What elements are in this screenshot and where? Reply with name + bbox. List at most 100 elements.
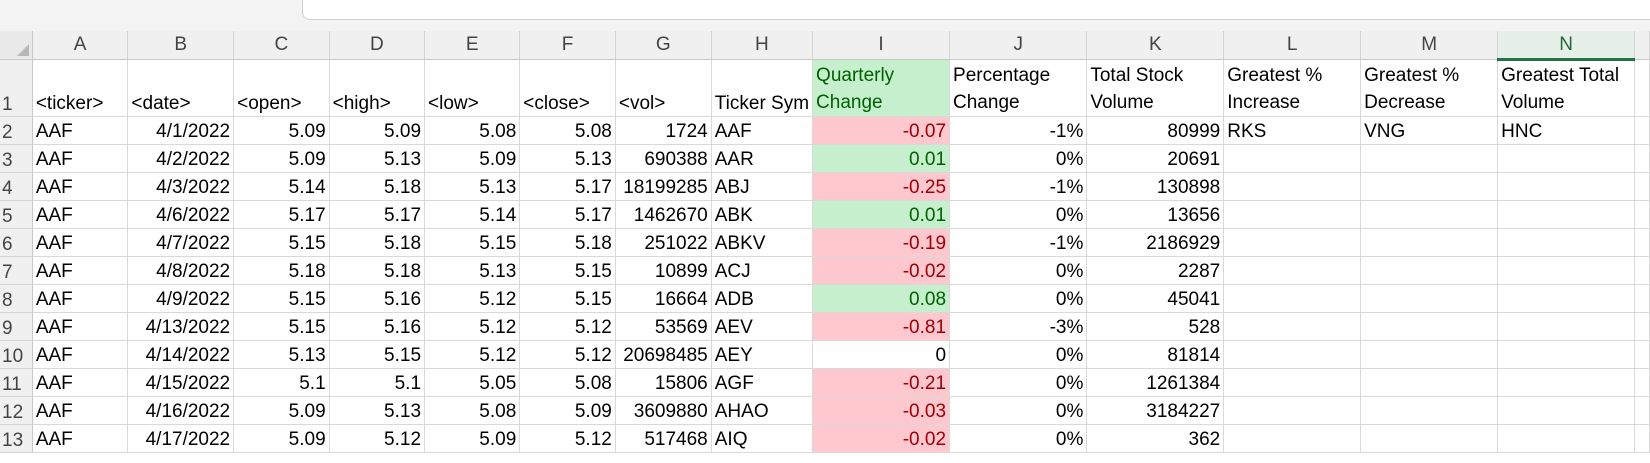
high-cell[interactable]: 5.15 (329, 340, 426, 369)
open-cell[interactable]: 5.09 (233, 396, 330, 425)
low-cell[interactable]: 5.12 (424, 312, 521, 341)
row-header[interactable]: 9 (0, 312, 33, 341)
low-cell[interactable]: 5.12 (424, 340, 521, 369)
ticker-cell[interactable]: AAF (32, 116, 129, 145)
close-cell[interactable]: 5.09 (519, 396, 616, 425)
header-close-cell[interactable]: <close> (519, 59, 616, 117)
greatest-total-volume-cell[interactable] (1497, 228, 1636, 257)
greatest-decrease-cell[interactable] (1360, 340, 1499, 369)
ticker-cell[interactable]: AAF (32, 396, 129, 425)
column-header-l[interactable]: L (1223, 31, 1362, 60)
ticker-symbol-cell[interactable]: AHAO (711, 396, 814, 425)
percentage-change-cell[interactable]: 0% (949, 396, 1088, 425)
quarterly-change-cell[interactable]: -0.03 (812, 396, 951, 425)
date-cell[interactable]: 4/17/2022 (127, 424, 235, 453)
column-header-b[interactable]: B (127, 31, 235, 60)
row-header[interactable]: 12 (0, 396, 33, 425)
quarterly-change-cell[interactable]: 0.01 (812, 144, 951, 173)
header-ticker-cell[interactable]: <ticker> (32, 59, 129, 117)
greatest-decrease-cell[interactable] (1360, 424, 1499, 453)
header-quarterly-change-cell[interactable]: Quarterly Change (812, 59, 951, 117)
greatest-decrease-cell[interactable]: VNG (1360, 116, 1499, 145)
quarterly-change-cell[interactable]: 0 (812, 340, 951, 369)
row-header[interactable]: 8 (0, 284, 33, 313)
percentage-change-cell[interactable]: -1% (949, 228, 1088, 257)
open-cell[interactable]: 5.15 (233, 284, 330, 313)
close-cell[interactable]: 5.15 (519, 284, 616, 313)
ticker-symbol-cell[interactable]: ABKV (711, 228, 814, 257)
vol-cell[interactable]: 251022 (615, 228, 712, 257)
greatest-total-volume-cell[interactable] (1497, 396, 1636, 425)
header-date-cell[interactable]: <date> (127, 59, 235, 117)
quarterly-change-cell[interactable]: -0.02 (812, 256, 951, 285)
close-cell[interactable]: 5.15 (519, 256, 616, 285)
greatest-increase-cell[interactable] (1223, 312, 1362, 341)
vol-cell[interactable]: 16664 (615, 284, 712, 313)
greatest-increase-cell[interactable] (1223, 424, 1362, 453)
vol-cell[interactable]: 517468 (615, 424, 712, 453)
total-stock-volume-cell[interactable]: 20691 (1086, 144, 1225, 173)
date-cell[interactable]: 4/9/2022 (127, 284, 235, 313)
high-cell[interactable]: 5.17 (329, 200, 426, 229)
quarterly-change-cell[interactable]: -0.02 (812, 424, 951, 453)
column-header-g[interactable]: G (615, 31, 712, 60)
high-cell[interactable]: 5.18 (329, 172, 426, 201)
high-cell[interactable]: 5.18 (329, 256, 426, 285)
close-cell[interactable]: 5.17 (519, 200, 616, 229)
header-greatest-increase-cell[interactable]: Greatest % Increase (1223, 59, 1362, 117)
vol-cell[interactable]: 18199285 (615, 172, 712, 201)
greatest-decrease-cell[interactable] (1360, 284, 1499, 313)
greatest-decrease-cell[interactable] (1360, 312, 1499, 341)
close-cell[interactable]: 5.08 (519, 116, 616, 145)
greatest-increase-cell[interactable] (1223, 200, 1362, 229)
greatest-increase-cell[interactable]: RKS (1223, 116, 1362, 145)
vol-cell[interactable]: 1462670 (615, 200, 712, 229)
percentage-change-cell[interactable]: -3% (949, 312, 1088, 341)
quarterly-change-cell[interactable]: 0.01 (812, 200, 951, 229)
row-header[interactable]: 7 (0, 256, 33, 285)
quarterly-change-cell[interactable]: -0.81 (812, 312, 951, 341)
header-high-cell[interactable]: <high> (329, 59, 426, 117)
header-vol-cell[interactable]: <vol> (615, 59, 712, 117)
high-cell[interactable]: 5.13 (329, 144, 426, 173)
date-cell[interactable]: 4/7/2022 (127, 228, 235, 257)
open-cell[interactable]: 5.09 (233, 116, 330, 145)
low-cell[interactable]: 5.15 (424, 228, 521, 257)
high-cell[interactable]: 5.18 (329, 228, 426, 257)
vol-cell[interactable]: 15806 (615, 368, 712, 397)
ticker-symbol-cell[interactable]: AAR (711, 144, 814, 173)
header-total-stock-volume-cell[interactable]: Total Stock Volume (1086, 59, 1225, 117)
low-cell[interactable]: 5.14 (424, 200, 521, 229)
date-cell[interactable]: 4/3/2022 (127, 172, 235, 201)
ticker-symbol-cell[interactable]: ABJ (711, 172, 814, 201)
greatest-total-volume-cell[interactable] (1497, 424, 1636, 453)
greatest-increase-cell[interactable] (1223, 144, 1362, 173)
header-ticker-symbol-cell[interactable]: Ticker Sym (711, 59, 814, 117)
quarterly-change-cell[interactable]: 0.08 (812, 284, 951, 313)
quarterly-change-cell[interactable]: -0.07 (812, 116, 951, 145)
row-header[interactable]: 10 (0, 340, 33, 369)
open-cell[interactable]: 5.15 (233, 312, 330, 341)
high-cell[interactable]: 5.1 (329, 368, 426, 397)
close-cell[interactable]: 5.18 (519, 228, 616, 257)
low-cell[interactable]: 5.05 (424, 368, 521, 397)
date-cell[interactable]: 4/2/2022 (127, 144, 235, 173)
low-cell[interactable]: 5.13 (424, 172, 521, 201)
total-stock-volume-cell[interactable]: 362 (1086, 424, 1225, 453)
total-stock-volume-cell[interactable]: 2287 (1086, 256, 1225, 285)
row-header[interactable]: 4 (0, 172, 33, 201)
ticker-symbol-cell[interactable]: ADB (711, 284, 814, 313)
greatest-decrease-cell[interactable] (1360, 256, 1499, 285)
open-cell[interactable]: 5.1 (233, 368, 330, 397)
greatest-total-volume-cell[interactable] (1497, 172, 1636, 201)
ticker-cell[interactable]: AAF (32, 284, 129, 313)
total-stock-volume-cell[interactable]: 45041 (1086, 284, 1225, 313)
header-open-cell[interactable]: <open> (233, 59, 330, 117)
column-header-e[interactable]: E (424, 31, 521, 60)
vol-cell[interactable]: 10899 (615, 256, 712, 285)
quarterly-change-cell[interactable]: -0.25 (812, 172, 951, 201)
percentage-change-cell[interactable]: -1% (949, 116, 1088, 145)
greatest-total-volume-cell[interactable] (1497, 312, 1636, 341)
low-cell[interactable]: 5.08 (424, 396, 521, 425)
row-header[interactable]: 13 (0, 424, 33, 453)
